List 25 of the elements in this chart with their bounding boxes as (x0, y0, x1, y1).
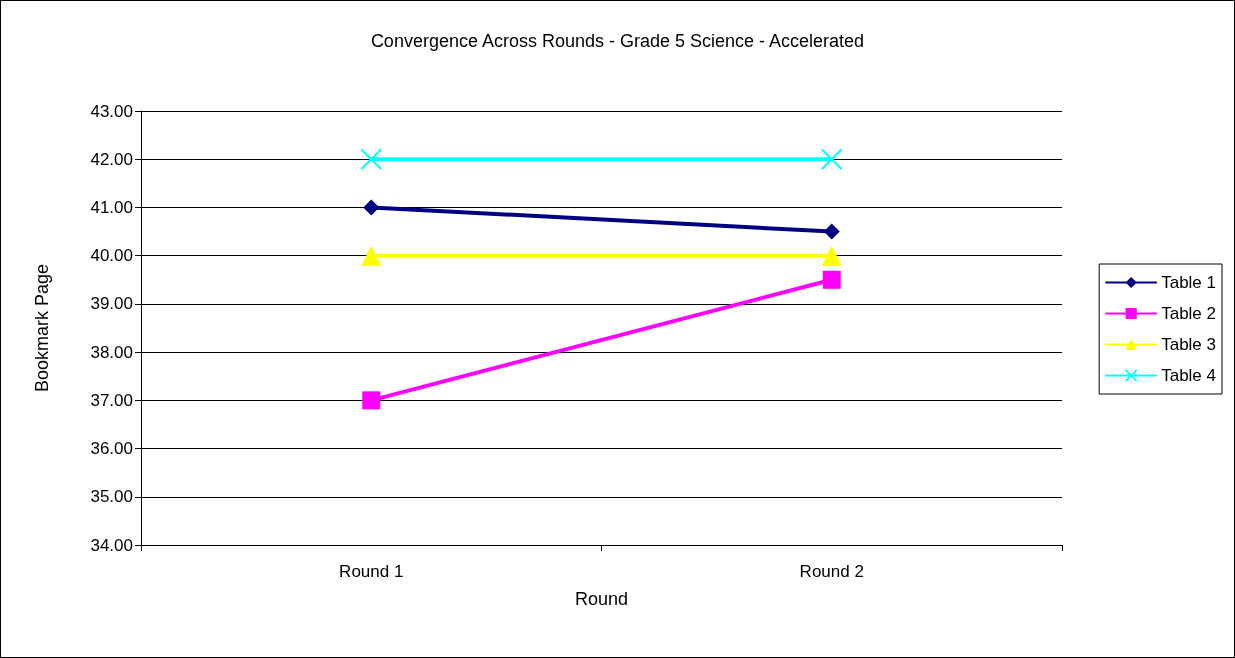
point (363, 199, 380, 216)
y-tick-label: 42.00 (90, 149, 133, 169)
y-tick-label: 37.00 (90, 390, 133, 410)
point (820, 148, 843, 171)
x-tick-label: Round 1 (339, 562, 404, 581)
legend-label: Table 4 (1161, 366, 1217, 385)
y-tick-label: 36.00 (90, 439, 133, 459)
point (823, 223, 840, 240)
legend-label: Table 3 (1161, 335, 1217, 354)
point (362, 391, 381, 410)
point (360, 148, 383, 171)
y-tick-label: 40.00 (90, 246, 133, 266)
point (822, 270, 841, 289)
y-tick-label: 39.00 (90, 294, 133, 314)
x-tick-label: Round 2 (799, 562, 864, 581)
y-tick-label: 43.00 (90, 101, 133, 121)
y-tick-label: 38.00 (90, 342, 133, 362)
legend-label: Table 1 (1161, 273, 1217, 292)
y-tick-label: 34.00 (90, 535, 133, 555)
chart-title: Convergence Across Rounds - Grade 5 Science - Accelerated (370, 31, 865, 51)
y-tick-label: 35.00 (90, 487, 133, 507)
y-tick-label: 41.00 (90, 197, 133, 217)
y-axis-title: Bookmark Page (32, 263, 52, 393)
legend-label: Table 2 (1161, 304, 1217, 323)
x-axis-title: Round (574, 589, 629, 609)
